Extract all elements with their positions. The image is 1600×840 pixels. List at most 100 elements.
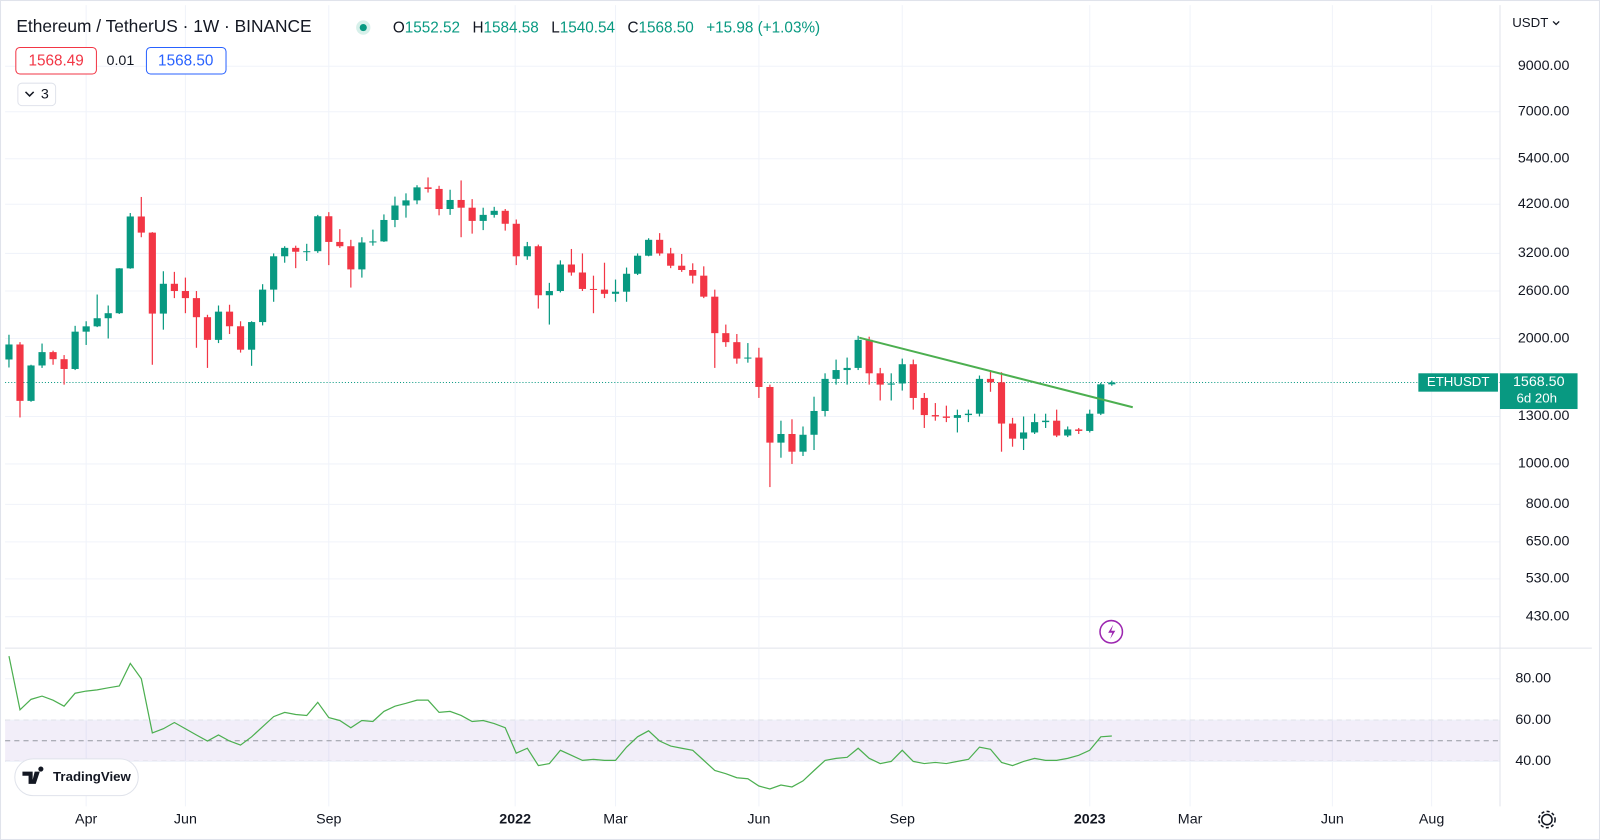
ohlc-value: 1584.58	[484, 20, 539, 37]
indicator-toggle[interactable]	[17, 82, 57, 107]
candle-body	[181, 291, 190, 299]
candle-body	[689, 270, 697, 276]
candle-body	[38, 352, 46, 366]
candle-body	[303, 251, 311, 253]
candle-body	[821, 378, 829, 411]
symbol-title: Ethereum / TetherUS · 1W · BINANCE	[16, 16, 311, 36]
bid-price[interactable]: 1568.49	[28, 52, 83, 69]
candle-body	[986, 378, 995, 383]
spread: 0.01	[107, 53, 135, 69]
candle-body	[137, 216, 145, 233]
candle-body	[843, 367, 851, 371]
candle-body	[347, 246, 355, 270]
candle-body	[1019, 432, 1028, 439]
candle-body	[523, 246, 531, 257]
ask-price[interactable]: 1568.50	[158, 52, 213, 69]
currency-selector[interactable]: USDT	[1512, 15, 1548, 30]
candle-body	[5, 344, 13, 360]
ohlc-value: 1540.54	[560, 20, 616, 37]
candle-body	[645, 239, 653, 256]
y-tick-label: 40.00	[1515, 753, 1551, 769]
candle-body	[1086, 413, 1094, 431]
y-tick-label: 430.00	[1526, 608, 1570, 624]
settings-icon	[1538, 810, 1556, 829]
candle-body	[490, 210, 498, 215]
candle-body	[170, 283, 178, 292]
candle-body	[711, 296, 719, 334]
y-tick-label: 3200.00	[1518, 245, 1570, 261]
candle-body	[16, 344, 24, 401]
bolt-icon	[1108, 624, 1116, 639]
x-tick-label: 2022	[499, 811, 531, 827]
candle-body	[115, 268, 123, 314]
indicator-count[interactable]: 3	[41, 87, 49, 103]
settings-icon[interactable]	[1541, 813, 1553, 826]
bid-box[interactable]	[15, 46, 97, 75]
candle-body	[953, 415, 961, 418]
x-tick-label: Jun	[1321, 811, 1344, 827]
y-tick-label: 1000.00	[1518, 456, 1570, 472]
candle-body	[435, 188, 443, 210]
candle-body	[722, 333, 730, 343]
candle-body	[369, 241, 377, 243]
y-tick-label: 650.00	[1526, 534, 1570, 550]
brand-name: TradingView	[53, 769, 131, 784]
x-tick-label: 2023	[1074, 811, 1106, 827]
candle-body	[534, 246, 542, 296]
candle-body	[600, 289, 609, 294]
candle-body	[148, 232, 156, 314]
candle-body	[49, 352, 57, 360]
price-tag-text: 1568.50	[1513, 374, 1565, 390]
candle-body	[1008, 423, 1017, 439]
candle-body	[248, 322, 256, 350]
x-tick-label: Aug	[1419, 811, 1444, 827]
candle-body	[942, 416, 950, 418]
y-tick-label: 80.00	[1515, 670, 1551, 686]
candle-body	[810, 410, 818, 435]
candle-body	[733, 342, 741, 359]
candle-body	[358, 242, 366, 270]
y-tick-label: 800.00	[1526, 496, 1570, 512]
candle-body	[325, 216, 333, 242]
candle-body	[887, 383, 895, 385]
y-tick-label: 1300.00	[1518, 408, 1570, 424]
candle-body	[777, 433, 785, 443]
ohlc-legend: O1552.52 H1584.58 L1540.54 C1568.50 +15.…	[393, 20, 820, 37]
candle-body	[214, 311, 223, 340]
candle-body	[93, 318, 101, 327]
candle-body	[700, 275, 708, 297]
ask-box[interactable]	[145, 46, 227, 75]
status-dot	[359, 23, 367, 32]
rsi-line	[8, 656, 1112, 790]
brand-badge[interactable]	[14, 758, 139, 797]
candle-body	[799, 434, 807, 452]
x-tick-label: Sep	[890, 811, 915, 827]
candle-body	[832, 370, 840, 379]
symbol-tag	[1418, 373, 1498, 392]
ohlc-key: H	[472, 20, 483, 37]
candle-body	[788, 433, 796, 452]
candle-body	[678, 265, 686, 271]
candle-body	[479, 214, 487, 221]
ohlc-key: O	[393, 20, 405, 37]
candle-body	[667, 253, 675, 266]
candle-body	[336, 241, 344, 247]
ohlc-key: L	[551, 20, 560, 37]
x-tick-label: Apr	[75, 811, 97, 827]
candle-body	[402, 200, 410, 206]
candle-body	[468, 207, 476, 221]
candle-body	[292, 247, 300, 252]
trendline	[858, 336, 1134, 409]
y-tick-label: 5400.00	[1518, 151, 1570, 167]
candle-body	[556, 264, 564, 292]
candle-body	[446, 199, 454, 210]
symbol-tag-text: ETHUSDT	[1427, 374, 1490, 389]
y-tick-label: 2600.00	[1518, 283, 1570, 299]
candle-body	[259, 289, 267, 323]
candle-body	[898, 364, 906, 384]
candle-body	[424, 187, 432, 189]
y-tick-label: 7000.00	[1518, 104, 1570, 120]
candle-body	[997, 382, 1006, 424]
candle-body	[236, 326, 245, 350]
